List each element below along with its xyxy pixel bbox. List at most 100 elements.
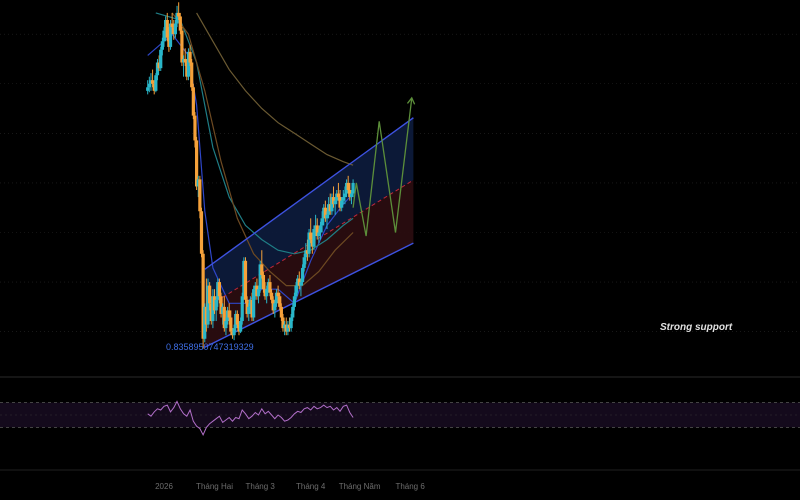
rsi-line [147, 400, 354, 436]
candle-body [164, 20, 168, 31]
candle-body [273, 303, 277, 311]
candle-body [181, 58, 186, 63]
candle-body [211, 296, 215, 322]
candle-body [284, 324, 288, 332]
candle-body [217, 282, 222, 297]
candle-body [297, 278, 301, 286]
candle-body [227, 310, 231, 318]
candle-body [291, 306, 295, 318]
candle-body [279, 306, 283, 318]
candle-body [237, 324, 241, 332]
candle-body [261, 275, 266, 290]
candle-body [186, 51, 191, 77]
candle-body [155, 62, 160, 76]
candle-body [219, 296, 223, 314]
candle-body [208, 285, 212, 304]
candle-body [341, 197, 345, 201]
candle-body [222, 306, 226, 329]
candle-body [198, 179, 202, 212]
candle-body [234, 313, 238, 329]
candle-body [323, 207, 327, 219]
candle-body [260, 264, 264, 275]
candle-body [340, 200, 344, 208]
candle-body [310, 239, 314, 247]
candle-body [302, 257, 306, 268]
candle-body [317, 232, 321, 237]
candle-body [214, 299, 218, 311]
candle-body [294, 285, 298, 297]
candle-body [247, 306, 251, 314]
candle-body [255, 285, 259, 297]
candle-body [159, 49, 163, 69]
candle-body [320, 218, 324, 226]
x-tick-label: Tháng Hai [196, 482, 233, 491]
candle-body [344, 182, 349, 194]
candle-body [289, 317, 293, 329]
candle-body [149, 80, 153, 84]
candle-body [245, 299, 249, 314]
candle-body [196, 179, 200, 187]
channel-upper-line [204, 117, 414, 270]
moving-average-line [196, 12, 354, 166]
candle-body [243, 260, 248, 300]
candle-body [150, 80, 155, 84]
candle-body [146, 87, 150, 91]
candle-body [160, 41, 164, 50]
projection-arrowhead [406, 96, 416, 105]
candle-body [265, 289, 269, 297]
candle-body [240, 296, 244, 322]
candle-body [281, 317, 285, 329]
candle-body [351, 182, 355, 194]
candle-body [152, 83, 156, 91]
candle-body [268, 282, 272, 293]
candle-body [191, 87, 195, 116]
candle-body [209, 303, 213, 322]
candle-body [195, 140, 199, 187]
candle-body [346, 182, 350, 190]
candle-body [250, 299, 254, 318]
candle-body [318, 225, 323, 233]
candle-body [274, 292, 279, 304]
candle-body [256, 289, 261, 297]
candle-body [188, 51, 192, 63]
candle-body [263, 289, 267, 297]
candle-body [229, 317, 233, 332]
candle-body [283, 324, 287, 329]
projection-path [352, 97, 413, 237]
candle-body [230, 331, 235, 336]
candle-body [242, 260, 246, 297]
candle-body [336, 193, 341, 198]
candle-body [157, 62, 161, 69]
candle-body [239, 321, 243, 332]
candle-body [232, 328, 236, 336]
candle-body [313, 225, 318, 229]
candle-body [168, 23, 173, 47]
candle-body [235, 313, 239, 325]
candle-body [225, 310, 230, 322]
x-tick-label: Tháng 3 [245, 482, 275, 491]
candle-body [348, 190, 352, 198]
candle-body [343, 193, 347, 198]
candle-body [338, 197, 342, 208]
candle-body [224, 321, 228, 329]
candle-body [253, 285, 257, 290]
candle-body [162, 30, 166, 42]
candle-body [177, 12, 181, 17]
candle-body [199, 211, 204, 254]
candle-body [173, 23, 178, 35]
candle-body [300, 267, 305, 283]
candle-body [325, 214, 329, 219]
candle-body [258, 264, 262, 290]
candle-body [292, 296, 296, 307]
candle-body [333, 200, 337, 205]
channel-upper-zone [204, 117, 414, 309]
candle-body [322, 207, 326, 219]
candle-body [221, 306, 225, 314]
candle-body [327, 204, 331, 215]
candle-body [315, 225, 319, 237]
candle-body [309, 232, 313, 240]
candle-body [296, 278, 300, 286]
candle-body [328, 204, 332, 212]
